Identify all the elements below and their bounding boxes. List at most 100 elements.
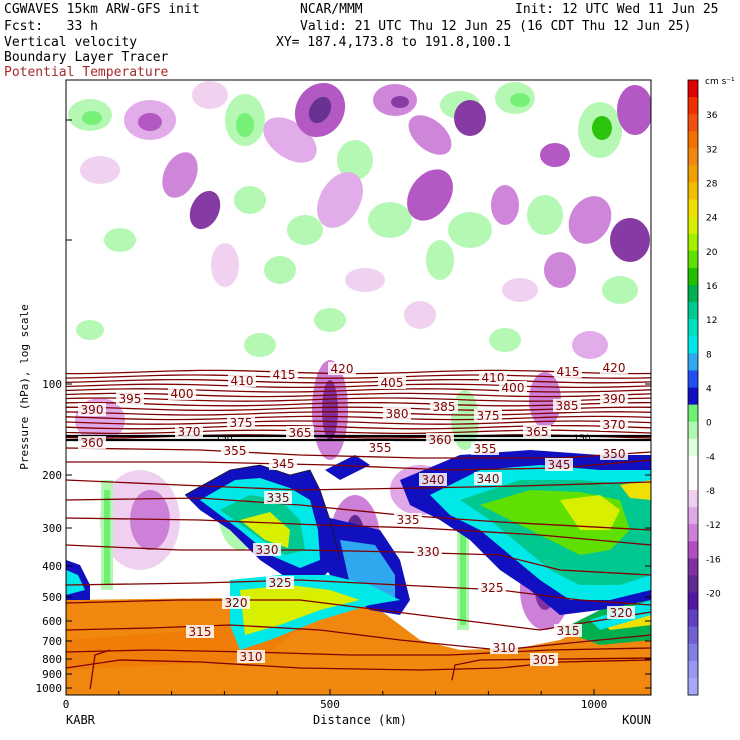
isentrope-label: 420 bbox=[603, 361, 626, 375]
isentrope-label: 360 bbox=[429, 433, 452, 447]
isentrope-label-bg bbox=[116, 392, 144, 405]
isentrope-label-bg bbox=[228, 374, 256, 387]
isentrope-label-bg bbox=[530, 653, 558, 666]
isentrope-label: 330 bbox=[417, 545, 440, 559]
model-title: CGWAVES 15km ARW-GFS init bbox=[4, 2, 200, 17]
isentrope-label: 405 bbox=[381, 376, 404, 390]
x-tick-label: 1000 bbox=[581, 698, 608, 711]
isentrope-label: 375 bbox=[230, 416, 253, 430]
x-axis-label: Distance (km) bbox=[313, 713, 407, 727]
isentrope-label: 330 bbox=[256, 543, 279, 557]
isentrope bbox=[66, 411, 651, 416]
tracer-label: 150 bbox=[215, 434, 232, 444]
isentrope-label: 310 bbox=[240, 650, 263, 664]
isentrope-label-bg bbox=[328, 362, 356, 375]
y-tick-label: 100 bbox=[42, 378, 62, 391]
color-bar-segment bbox=[688, 131, 698, 149]
color-bar-segment bbox=[688, 233, 698, 252]
color-bar-segment bbox=[688, 267, 698, 286]
isentrope bbox=[66, 544, 651, 576]
isentrope bbox=[66, 374, 651, 379]
init-time: Init: 12 UTC Wed 11 Jun 25 bbox=[515, 2, 719, 17]
isentrope bbox=[66, 579, 651, 606]
x-tick-label: 500 bbox=[320, 698, 340, 711]
isentrope bbox=[66, 378, 651, 384]
isentrope-label: 335 bbox=[397, 513, 420, 527]
isentrope bbox=[89, 649, 651, 691]
cross-section-endpoints: XY= 187.4,173.8 to 191.8,100.1 bbox=[276, 35, 511, 50]
color-bar-segment bbox=[688, 216, 698, 235]
isentrope-label: 320 bbox=[225, 596, 248, 610]
isentrope-label-bg bbox=[474, 472, 502, 485]
color-bar-segment bbox=[688, 541, 698, 559]
color-bar-label: 4 bbox=[706, 385, 712, 395]
isentrope-label: 410 bbox=[482, 371, 505, 385]
color-bar-segment bbox=[688, 353, 698, 371]
isentrope-label-bg bbox=[478, 581, 506, 594]
isentrope-label-bg bbox=[430, 400, 458, 413]
isentrope bbox=[66, 415, 651, 421]
isentrope-label-bg bbox=[237, 650, 265, 663]
isentrope-label: 385 bbox=[556, 399, 579, 413]
plot-frame bbox=[65, 79, 652, 696]
isentrope-label: 315 bbox=[557, 624, 580, 638]
isentrope bbox=[66, 517, 651, 546]
isentrope-label-bg bbox=[366, 441, 394, 454]
isentrope bbox=[66, 388, 651, 393]
isentrope-label: 340 bbox=[477, 472, 500, 486]
isentrope-label: 395 bbox=[119, 392, 142, 406]
isentrope-label-bg bbox=[222, 596, 250, 609]
isentrope-label: 420 bbox=[331, 362, 354, 376]
forecast-hour: Fcst: 33 h bbox=[4, 19, 98, 34]
isentrope-label-bg bbox=[414, 545, 442, 558]
isentrope-label: 325 bbox=[481, 581, 504, 595]
color-bar-label: 24 bbox=[706, 214, 718, 224]
isentrope-label-bg bbox=[523, 425, 551, 438]
isentrope-label: 345 bbox=[272, 457, 295, 471]
color-bar-segment bbox=[688, 148, 698, 166]
color-bar-segment bbox=[688, 592, 698, 611]
color-bar-segment bbox=[688, 336, 698, 354]
isentrope-label-bg bbox=[168, 387, 196, 400]
upper-wave-pattern bbox=[68, 81, 651, 359]
isentrope-label-bg bbox=[253, 543, 281, 556]
isentrope-label-bg bbox=[383, 407, 411, 420]
isentrope bbox=[66, 392, 651, 398]
vertical-velocity-field bbox=[66, 80, 651, 695]
isentrope-label: 350 bbox=[603, 447, 626, 461]
isentrope bbox=[66, 424, 651, 430]
color-bar-segment bbox=[688, 165, 698, 183]
isentrope-label: 410 bbox=[231, 374, 254, 388]
color-bar-segment bbox=[688, 438, 698, 457]
right-station-label: KOUN bbox=[622, 713, 651, 727]
color-bar-segment bbox=[688, 677, 698, 696]
isentrope-label-bg bbox=[378, 376, 406, 389]
isentrope-label: 390 bbox=[81, 403, 104, 417]
color-bar-segment bbox=[688, 80, 698, 98]
isentrope-label-bg bbox=[394, 513, 422, 526]
color-bar-frame bbox=[687, 79, 699, 696]
field-vertical-velocity: Vertical velocity bbox=[4, 35, 138, 50]
isentrope-label: 375 bbox=[477, 409, 500, 423]
isentrope-label-bg bbox=[474, 409, 502, 422]
color-bar-label: 0 bbox=[706, 419, 712, 429]
isentrope-label-bg bbox=[270, 368, 298, 381]
isentrope-label: 385 bbox=[433, 400, 456, 414]
isentrope-label-bg bbox=[175, 425, 203, 438]
color-bar-segment bbox=[688, 575, 698, 593]
isentrope-label-bg bbox=[499, 381, 527, 394]
isentrope-label: 355 bbox=[369, 441, 392, 455]
isentrope bbox=[66, 401, 651, 407]
y-tick-label: 500 bbox=[42, 591, 62, 604]
isentrope-label: 335 bbox=[267, 491, 290, 505]
isentrope bbox=[66, 383, 651, 389]
field-boundary-layer-tracer: Boundary Layer Tracer bbox=[4, 50, 169, 65]
isentrope-label: 360 bbox=[81, 436, 104, 450]
color-bar-segment bbox=[688, 626, 698, 645]
isentrope-label-bg bbox=[471, 442, 499, 455]
isentrope-label: 320 bbox=[610, 606, 633, 620]
color-bar-label: -16 bbox=[706, 555, 721, 565]
isentrope-label-bg bbox=[545, 458, 573, 471]
color-bar-segment bbox=[688, 558, 698, 576]
isentrope-label: 400 bbox=[171, 387, 194, 401]
